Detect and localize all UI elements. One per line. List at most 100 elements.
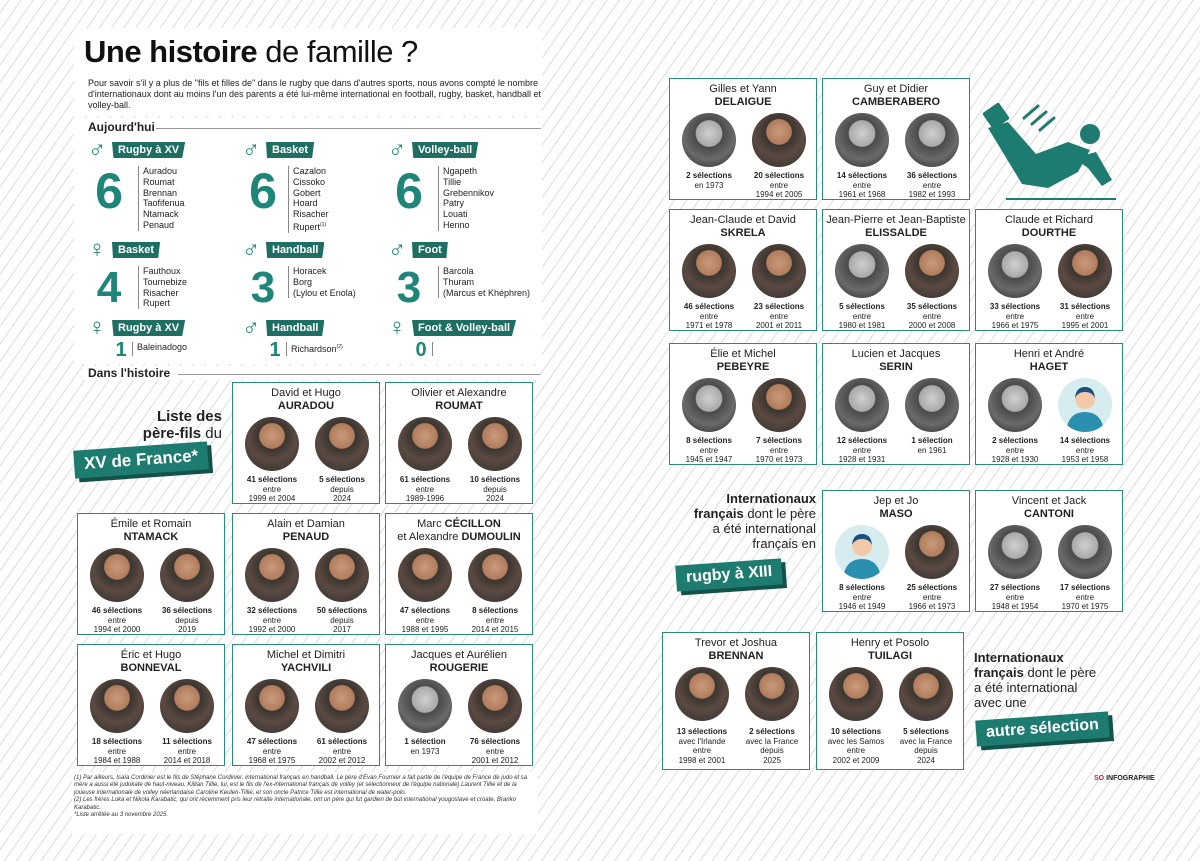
family-card-brennan: Trevor et Joshua BRENNAN 13 sélections avec… bbox=[662, 632, 810, 770]
family-surname: ROUGERIE bbox=[386, 662, 532, 675]
father-photo bbox=[398, 548, 452, 602]
family-card-bonneval: Éric et Hugo BONNEVAL 18 sélections entre 19… bbox=[77, 644, 225, 766]
selections-period: entre bbox=[1005, 311, 1025, 321]
selections-count: 10 sélections bbox=[830, 727, 882, 736]
family-card-haget: Henri et André HAGET 2 sélections entre 1928… bbox=[975, 343, 1123, 465]
first-names: Jean-Pierre et Jean-Baptiste bbox=[826, 214, 966, 226]
footnotes: (1) Par ailleurs, Isaïa Cordinier est le… bbox=[74, 775, 534, 819]
first-names: Trevor et Joshua bbox=[694, 637, 778, 649]
surname: CAMBERABERO bbox=[852, 96, 940, 108]
selections-count: 47 sélections bbox=[399, 606, 451, 615]
selections-period: 1989-1996 bbox=[405, 494, 445, 503]
father-stats: 14 sélections entre 1961 et 1968 bbox=[827, 171, 897, 199]
family-first-names: Guy et Didier bbox=[823, 83, 969, 96]
player-names: Baleinadogo bbox=[132, 342, 187, 356]
xiii-ribbon: rugby à XIII bbox=[675, 558, 784, 592]
family-surname: YACHVILI bbox=[233, 662, 379, 675]
family-card-elissalde: Jean-Pierre et Jean-Baptiste ELISSALDE 5 s… bbox=[822, 209, 970, 331]
selections-period: entre bbox=[852, 311, 872, 321]
father-stats: 27 sélections entre 1948 et 1954 bbox=[980, 583, 1050, 611]
surname: DUMOULIN bbox=[461, 531, 521, 543]
player-names: Ngapeth Tillie Grebennikov Patry Louati Henno bbox=[438, 166, 494, 231]
father-photo bbox=[245, 417, 299, 471]
selections-period: entre bbox=[1005, 592, 1025, 602]
player-name: Baleinadogo bbox=[137, 342, 188, 352]
family-first-names: Élie et Michel bbox=[670, 348, 816, 361]
placeholder-avatar-icon bbox=[1058, 378, 1112, 432]
selections-period: entre bbox=[177, 746, 197, 756]
father-photo bbox=[988, 525, 1042, 579]
son-stats: 61 sélections entre 2002 et 2012 bbox=[307, 737, 377, 765]
selections-count: 33 sélections bbox=[989, 302, 1041, 311]
selections-period: 1971 et 1978 bbox=[685, 321, 733, 330]
family-card-ntamack: Émile et Romain NTAMACK 46 sélections entre… bbox=[77, 513, 225, 635]
selections-period: 1995 et 2001 bbox=[1061, 321, 1109, 330]
family-card-skrela: Jean-Claude et David SKRELA 46 sélections e… bbox=[669, 209, 817, 331]
family-surname: TUILAGI bbox=[817, 650, 963, 663]
player-names bbox=[432, 342, 437, 356]
selections-period: entre bbox=[699, 445, 719, 455]
player-names: Horacek Borg (Lylou et Enola) bbox=[288, 266, 356, 299]
sport-tag: Foot bbox=[412, 242, 448, 258]
family-first-names: Émile et Romain bbox=[78, 518, 224, 531]
family-first-names: Jep et Jo bbox=[823, 495, 969, 508]
son-stats: 2 sélections avec la France depuis 2025 bbox=[737, 727, 807, 765]
family-surname: SKRELA bbox=[670, 227, 816, 240]
family-card-roumat: Olivier et Alexandre ROUMAT 61 sélections e… bbox=[385, 382, 533, 504]
father-stats: 2 sélections en 1973 bbox=[674, 171, 744, 190]
selections-count: 1 sélection bbox=[911, 436, 953, 445]
player-name: Tournebize bbox=[143, 276, 188, 287]
selections-period: entre bbox=[922, 180, 942, 190]
player-name: Gobert bbox=[293, 187, 321, 198]
son-photo bbox=[752, 244, 806, 298]
selections-period: 2014 et 2018 bbox=[163, 756, 211, 765]
first-names: Éric et Hugo bbox=[120, 649, 182, 661]
son-photo bbox=[315, 417, 369, 471]
selections-period: 2025 bbox=[763, 755, 781, 765]
son-photo bbox=[468, 417, 522, 471]
selections-count: 20 sélections bbox=[753, 171, 805, 180]
selections-count: 10 sélections bbox=[469, 475, 521, 484]
first-names: Claude et Richard bbox=[1004, 214, 1094, 226]
sport-tag: Basket bbox=[112, 242, 161, 258]
son-stats: 10 sélections depuis 2024 bbox=[460, 475, 530, 503]
sport-tag: Foot & Volley-ball bbox=[412, 320, 517, 336]
player-name: Horacek bbox=[293, 266, 327, 276]
family-surname: ELISSALDE bbox=[823, 227, 969, 240]
father-stats: 47 sélections entre 1988 et 1995 bbox=[390, 606, 460, 634]
father-photo bbox=[682, 378, 736, 432]
family-first-names: Jean-Claude et David bbox=[670, 214, 816, 227]
father-stats: 46 sélections entre 1994 et 2000 bbox=[82, 606, 152, 634]
surname: ELISSALDE bbox=[865, 227, 927, 239]
selections-count: 7 sélections bbox=[756, 436, 802, 445]
selections-period: 1946 et 1949 bbox=[838, 602, 886, 611]
father-stats: 32 sélections entre 1992 et 2000 bbox=[237, 606, 307, 634]
selections-period: entre bbox=[262, 746, 282, 756]
son-photo bbox=[468, 679, 522, 733]
surname: SKRELA bbox=[720, 227, 766, 239]
father-photo bbox=[398, 417, 452, 471]
family-first-names: Alain et Damian bbox=[233, 518, 379, 531]
selections-period: 1961 et 1968 bbox=[838, 190, 886, 199]
selections-period: entre bbox=[107, 746, 127, 756]
section-history-heading: Dans l'histoire bbox=[88, 366, 171, 380]
son-photo bbox=[315, 679, 369, 733]
male-symbol-icon: ♂ bbox=[88, 136, 106, 163]
female-symbol-icon: ♀ bbox=[88, 236, 106, 263]
player-name: Henno bbox=[443, 219, 470, 230]
selections-count: 18 sélections bbox=[91, 737, 143, 746]
other-ribbon: autre sélection bbox=[975, 711, 1110, 747]
selections-period: entre bbox=[415, 615, 435, 625]
first-names: Élie et Michel bbox=[710, 348, 776, 360]
selections-period: 2001 et 2012 bbox=[471, 756, 519, 765]
player-name: Barcola bbox=[443, 266, 474, 276]
selections-period: entre bbox=[485, 746, 505, 756]
family-first-names: Gilles et Yann bbox=[670, 83, 816, 96]
selections-period: 1982 et 1993 bbox=[908, 190, 956, 199]
son-stats: 5 sélections avec la France depuis 2024 bbox=[891, 727, 961, 765]
son-photo bbox=[745, 667, 799, 721]
son-photo bbox=[905, 244, 959, 298]
selections-count: 5 sélections bbox=[903, 727, 949, 736]
son-stats: 11 sélections entre 2014 et 2018 bbox=[152, 737, 222, 765]
surname: TUILAGI bbox=[868, 650, 912, 662]
